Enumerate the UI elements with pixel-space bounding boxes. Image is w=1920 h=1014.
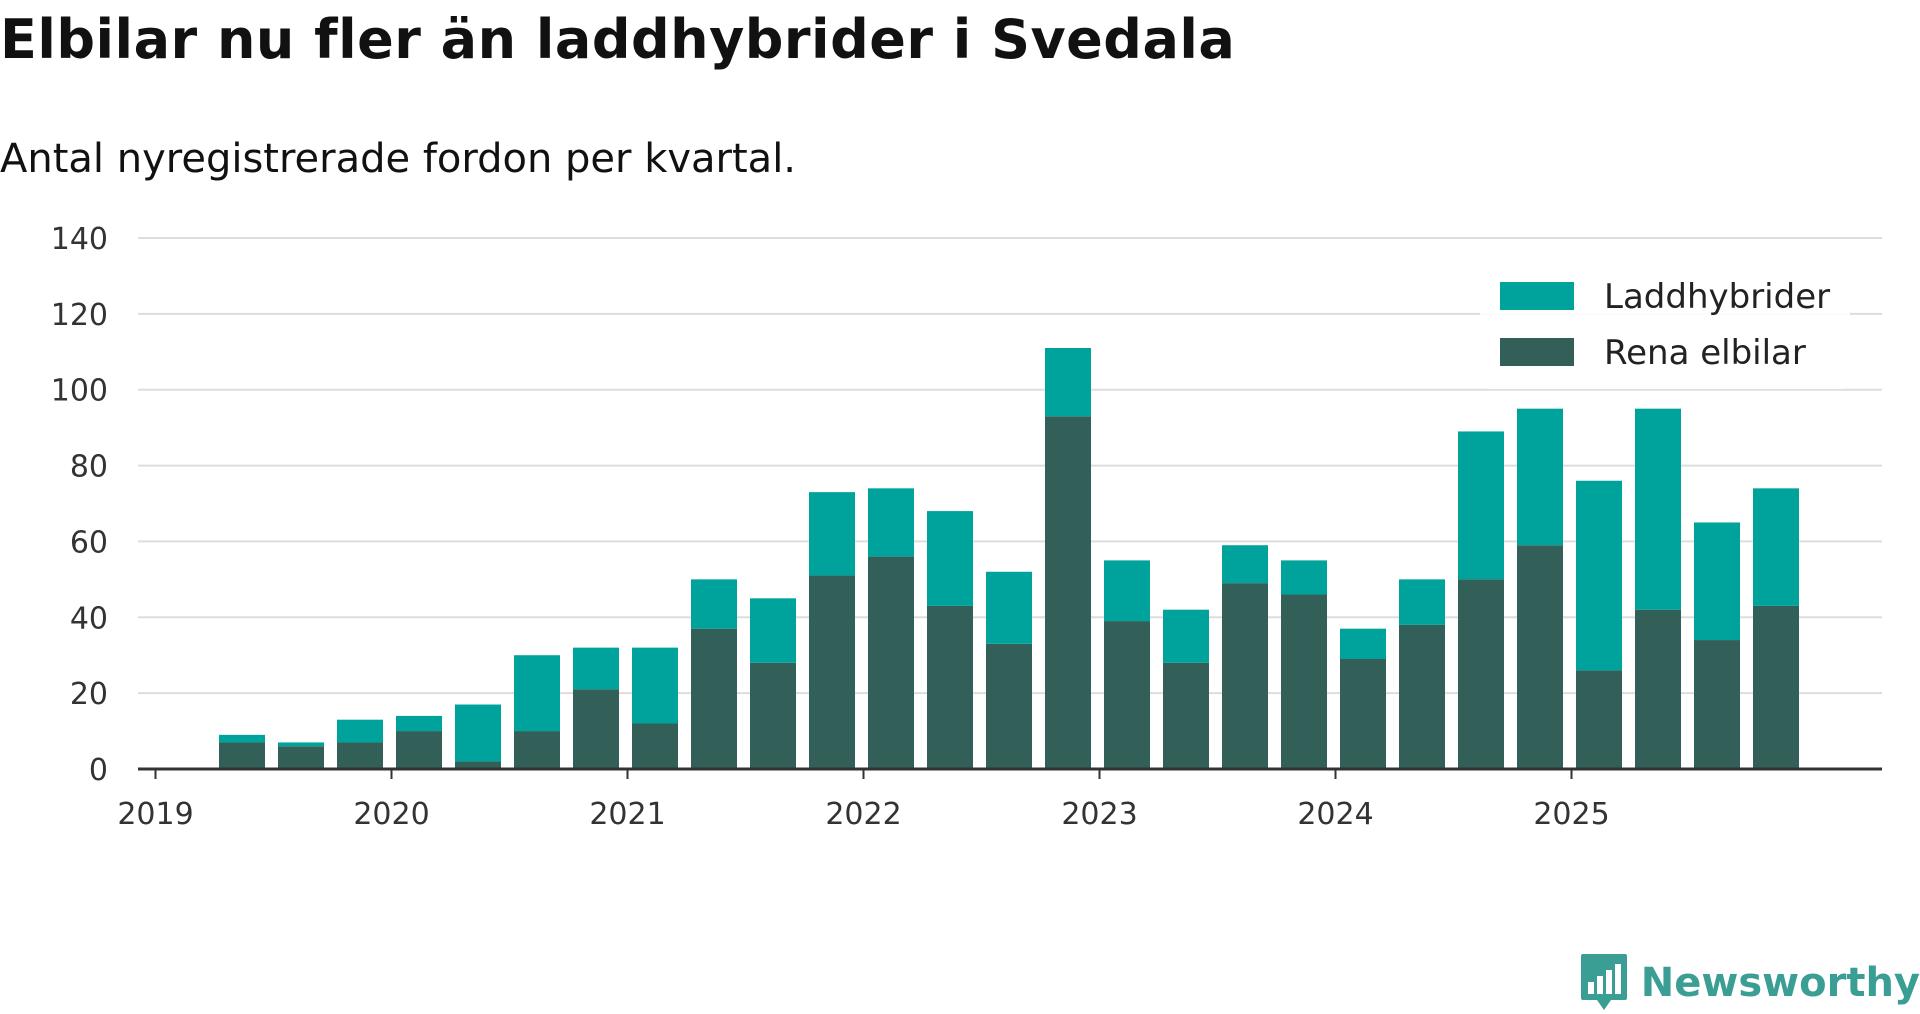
- bar-rena-elbilar: [750, 662, 796, 769]
- y-tick-label: 120: [51, 298, 108, 333]
- bar-laddhybrider: [986, 571, 1032, 644]
- x-tick-label: 2021: [589, 797, 665, 832]
- bars: [219, 347, 1799, 769]
- bar-rena-elbilar: [219, 742, 265, 769]
- bar-laddhybrider: [219, 734, 265, 743]
- x-axis: 2019 2020 2021 2022 2023 2024 2025: [117, 767, 1882, 832]
- bar-rena-elbilar: [986, 643, 1032, 769]
- bar-laddhybrider: [632, 647, 678, 724]
- bar-laddhybrider: [868, 488, 914, 557]
- bar-rena-elbilar: [1458, 579, 1504, 769]
- legend-label-rena-elbilar: Rena elbilar: [1604, 333, 1806, 373]
- legend-swatch-rena-elbilar: [1500, 338, 1574, 366]
- legend-label-laddhybrider: Laddhybrider: [1604, 277, 1830, 317]
- bar-rena-elbilar: [1576, 670, 1622, 769]
- y-tick-label: 80: [70, 450, 108, 485]
- bar-rena-elbilar: [278, 746, 324, 769]
- bar-laddhybrider: [514, 655, 560, 732]
- bar-laddhybrider: [1576, 480, 1622, 671]
- x-tick-label: 2019: [117, 797, 193, 832]
- bar-rena-elbilar: [868, 556, 914, 769]
- bar-rena-elbilar: [1399, 624, 1445, 769]
- bar-laddhybrider: [1458, 431, 1504, 580]
- bar-rena-elbilar: [1340, 659, 1386, 769]
- bar-laddhybrider: [1104, 560, 1150, 622]
- x-tick-label: 2022: [825, 797, 901, 832]
- bar-rena-elbilar: [455, 761, 501, 769]
- bar-laddhybrider: [1340, 628, 1386, 660]
- bar-rena-elbilar: [1281, 594, 1327, 769]
- bar-laddhybrider: [573, 647, 619, 690]
- bar-laddhybrider: [1222, 545, 1268, 584]
- y-tick-label: 140: [51, 222, 108, 257]
- bar-laddhybrider: [809, 492, 855, 576]
- y-tick-label: 0: [89, 753, 108, 788]
- x-tick-label: 2023: [1061, 797, 1137, 832]
- bar-rena-elbilar: [573, 689, 619, 769]
- bar-rena-elbilar: [1163, 662, 1209, 769]
- x-tick-label: 2024: [1297, 797, 1373, 832]
- bar-rena-elbilar: [514, 731, 560, 769]
- legend: Laddhybrider Rena elbilar: [1480, 264, 1850, 389]
- bar-rena-elbilar: [632, 723, 678, 769]
- x-tick-label: 2025: [1533, 797, 1609, 832]
- bar-laddhybrider: [1399, 579, 1445, 625]
- bar-laddhybrider: [278, 742, 324, 747]
- y-tick-label: 100: [51, 374, 108, 409]
- bar-laddhybrider: [1635, 408, 1681, 610]
- bar-rena-elbilar: [927, 605, 973, 769]
- bar-rena-elbilar: [1753, 605, 1799, 769]
- bar-laddhybrider: [396, 715, 442, 732]
- bar-laddhybrider: [750, 598, 796, 663]
- bar-rena-elbilar: [396, 731, 442, 769]
- y-tick-label: 60: [70, 525, 108, 560]
- chart-title: Elbilar nu fler än laddhybrider i Svedal…: [0, 8, 1236, 71]
- y-tick-label: 20: [70, 677, 108, 712]
- y-tick-label: 40: [70, 601, 108, 636]
- bar-rena-elbilar: [691, 628, 737, 769]
- bar-rena-elbilar: [1635, 609, 1681, 769]
- x-tick-label: 2020: [353, 797, 429, 832]
- bar-rena-elbilar: [1222, 583, 1268, 769]
- newsworthy-icon: [1580, 954, 1627, 1010]
- bar-laddhybrider: [1517, 408, 1563, 546]
- bar-laddhybrider: [1045, 347, 1091, 417]
- bar-laddhybrider: [1163, 609, 1209, 663]
- bar-rena-elbilar: [1694, 640, 1740, 769]
- bar-laddhybrider: [1694, 522, 1740, 641]
- bar-laddhybrider: [927, 511, 973, 606]
- bar-rena-elbilar: [337, 742, 383, 769]
- legend-swatch-laddhybrider: [1500, 282, 1574, 310]
- bar-laddhybrider: [337, 719, 383, 743]
- bar-rena-elbilar: [1517, 545, 1563, 769]
- bar-laddhybrider: [1281, 560, 1327, 595]
- bar-laddhybrider: [1753, 488, 1799, 606]
- bar-rena-elbilar: [1045, 416, 1091, 769]
- brand-name: Newsworthy: [1640, 960, 1920, 1006]
- newsworthy-logo: Newsworthy: [1579, 952, 1920, 1014]
- bar-rena-elbilar: [809, 575, 855, 769]
- bar-rena-elbilar: [1104, 621, 1150, 769]
- bar-laddhybrider: [455, 704, 501, 762]
- chart-subtitle: Antal nyregistrerade fordon per kvartal.: [0, 136, 797, 182]
- bar-laddhybrider: [691, 579, 737, 629]
